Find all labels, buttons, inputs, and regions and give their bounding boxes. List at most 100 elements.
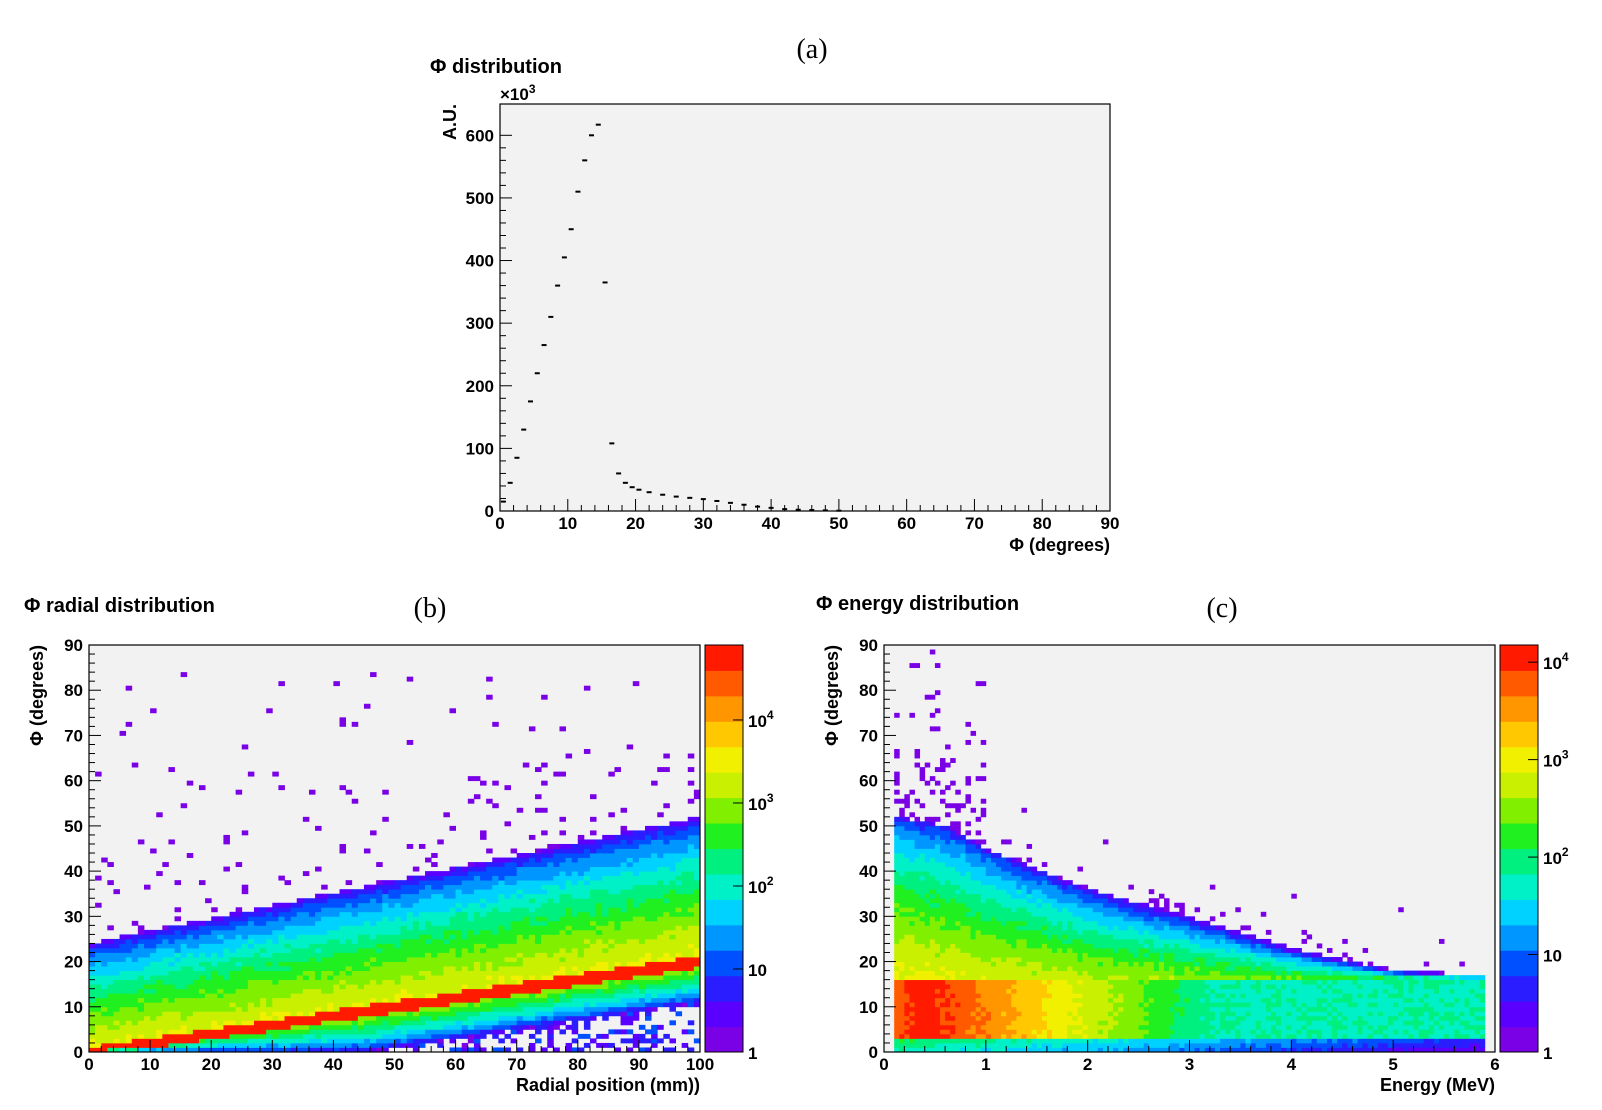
heatmap-cell — [370, 1024, 377, 1030]
heatmap-cell — [950, 1006, 956, 1012]
heatmap-cell — [965, 993, 971, 999]
heatmap-cell — [950, 1011, 956, 1017]
heatmap-cell — [308, 1047, 316, 1053]
panel-b-colorbar-label: 102 — [748, 874, 774, 897]
heatmap-cell — [290, 952, 298, 958]
heatmap-cell — [669, 925, 676, 931]
heatmap-cell — [137, 1047, 145, 1053]
heatmap-cell — [363, 1002, 371, 1008]
heatmap-cell — [290, 943, 298, 949]
heatmap-cell — [894, 984, 900, 990]
heatmap-cell — [351, 988, 359, 994]
heatmap-cell — [919, 902, 926, 908]
heatmap-cell — [492, 1011, 499, 1017]
heatmap-cell — [339, 893, 347, 899]
heatmap-cell — [480, 988, 487, 994]
heatmap-cell — [162, 1002, 169, 1008]
heatmap-cell — [894, 1047, 900, 1053]
heatmap-cell — [516, 893, 524, 899]
heatmap-cell — [663, 966, 670, 971]
heatmap-cell — [437, 902, 444, 908]
heatmap-cell — [388, 1006, 395, 1012]
heatmap-cell — [467, 943, 475, 949]
heatmap-cell — [266, 1006, 273, 1012]
heatmap-cell — [449, 934, 456, 940]
heatmap-cell — [975, 943, 982, 949]
heatmap-cell — [418, 893, 426, 899]
heatmap-cell — [553, 993, 560, 999]
heatmap-cell — [909, 929, 915, 935]
heatmap-cell — [119, 1033, 127, 1039]
heatmap-cell — [486, 970, 493, 976]
heatmap-cell — [241, 1033, 249, 1039]
heatmap-cell — [614, 893, 621, 899]
heatmap-cell — [425, 993, 432, 999]
heatmap-cell — [669, 938, 676, 944]
heatmap-cell — [608, 984, 615, 990]
heatmap-cell — [217, 943, 224, 949]
heatmap-cell — [473, 1033, 481, 1039]
heatmap-cell — [376, 898, 383, 904]
heatmap-cell — [614, 1002, 621, 1008]
heatmap-cell — [486, 889, 493, 895]
heatmap-cell — [626, 984, 634, 990]
heatmap-cell — [235, 988, 243, 994]
heatmap-cell — [565, 889, 573, 895]
heatmap-cell — [437, 884, 444, 890]
heatmap-cell — [975, 1002, 982, 1008]
heatmap-cell — [400, 1002, 408, 1008]
heatmap-cell — [608, 920, 615, 926]
heatmap-cell — [443, 1024, 450, 1030]
heatmap-cell — [950, 947, 956, 953]
panel-b-ylabel: Φ (degrees) — [27, 645, 47, 746]
heatmap-cell — [565, 966, 573, 971]
heatmap-cell — [945, 1020, 951, 1026]
heatmap-cell — [955, 902, 961, 908]
heatmap-cell — [904, 803, 910, 809]
heatmap-cell — [510, 911, 518, 917]
heatmap-cell — [620, 975, 628, 981]
heatmap-cell — [162, 925, 169, 931]
heatmap-cell — [266, 997, 273, 1003]
heatmap-cell — [899, 938, 905, 944]
heatmap-cell — [162, 993, 169, 999]
heatmap-cell — [547, 871, 554, 877]
heatmap-cell — [406, 952, 414, 958]
heatmap-cell — [486, 898, 493, 904]
heatmap-cell — [651, 875, 658, 881]
heatmap-cell — [302, 966, 310, 971]
heatmap-cell — [904, 830, 910, 836]
heatmap-cell — [302, 1015, 310, 1021]
heatmap-cell — [620, 884, 628, 890]
heatmap-cell — [473, 1029, 481, 1035]
panel-b-xtick-label: 10 — [141, 1055, 160, 1074]
heatmap-cell — [904, 979, 910, 985]
heatmap-cell — [516, 853, 524, 858]
heatmap-cell — [486, 694, 493, 700]
heatmap-cell — [418, 1002, 426, 1008]
heatmap-cell — [914, 1015, 921, 1021]
heatmap-cell — [180, 925, 188, 931]
heatmap-cell — [975, 1038, 982, 1044]
heatmap-cell — [934, 726, 941, 732]
heatmap-cell — [632, 871, 640, 877]
heatmap-cell — [693, 866, 701, 872]
heatmap-cell — [418, 889, 426, 895]
heatmap-cell — [455, 993, 463, 999]
heatmap-cell — [370, 916, 377, 922]
heatmap-cell — [632, 889, 640, 895]
heatmap-cell — [351, 1033, 359, 1039]
heatmap-cell — [894, 975, 900, 981]
heatmap-cell — [940, 993, 946, 999]
heatmap-cell — [376, 907, 383, 913]
heatmap-cell — [693, 943, 701, 949]
heatmap-cell — [192, 961, 200, 967]
heatmap-cell — [620, 929, 628, 935]
heatmap-cell — [351, 984, 359, 990]
heatmap-cell — [113, 957, 120, 962]
heatmap-cell — [626, 853, 634, 858]
heatmap-cell — [247, 947, 255, 953]
heatmap-cell — [955, 866, 961, 872]
heatmap-cell — [975, 925, 982, 931]
heatmap-cell — [528, 970, 536, 976]
